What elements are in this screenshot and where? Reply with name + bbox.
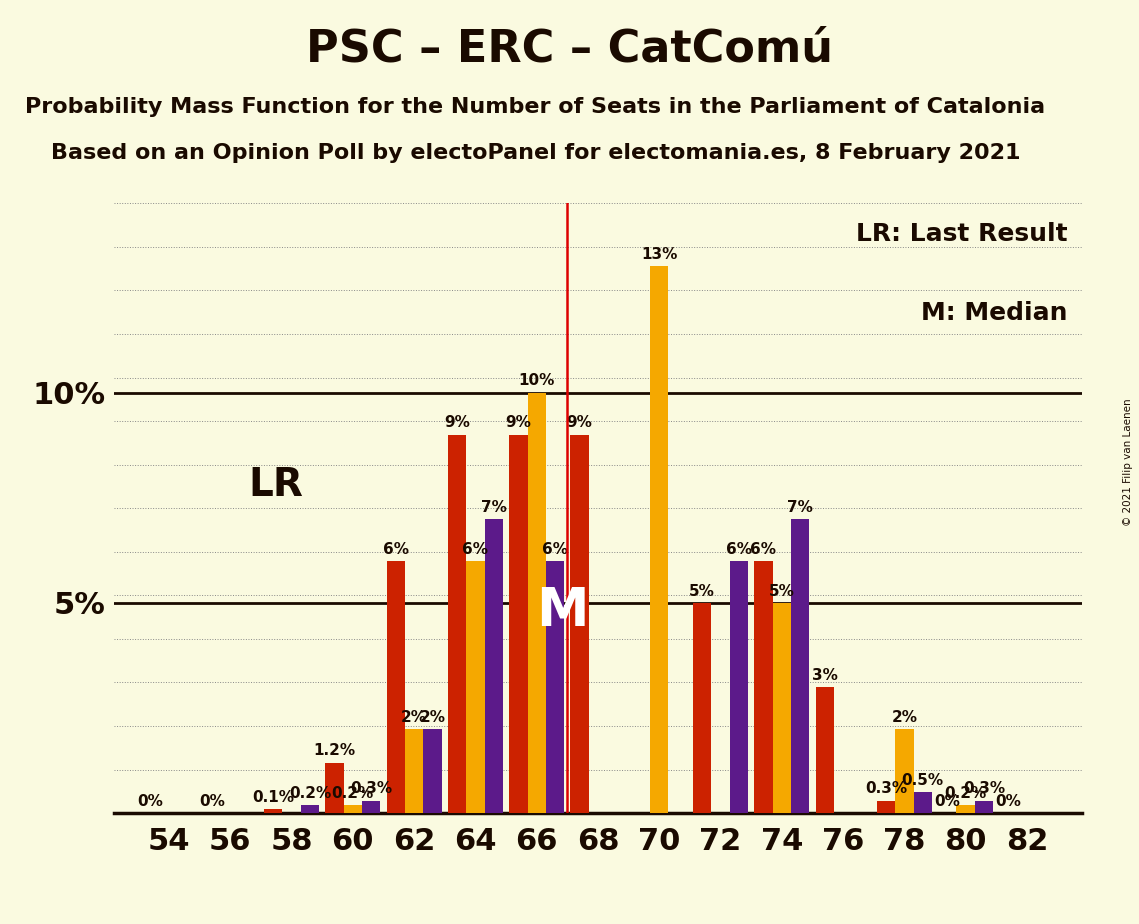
Text: 0.2%: 0.2% (944, 785, 986, 800)
Bar (693, 602, 712, 813)
Bar (571, 434, 589, 813)
Text: 0.2%: 0.2% (289, 785, 331, 800)
Text: © 2021 Filip van Laenen: © 2021 Filip van Laenen (1123, 398, 1133, 526)
Bar (484, 518, 503, 813)
Text: 9%: 9% (444, 416, 470, 431)
Text: 6%: 6% (383, 541, 409, 556)
Bar (730, 561, 748, 813)
Bar (754, 561, 772, 813)
Bar (448, 434, 466, 813)
Text: 0%: 0% (934, 794, 960, 808)
Bar (790, 518, 810, 813)
Text: 0%: 0% (995, 794, 1022, 808)
Bar (650, 266, 669, 813)
Text: 0.3%: 0.3% (962, 782, 1005, 796)
Text: 7%: 7% (481, 500, 507, 515)
Text: 0%: 0% (138, 794, 164, 808)
Text: 13%: 13% (641, 247, 678, 262)
Text: LR: LR (248, 466, 304, 505)
Bar (424, 729, 442, 813)
Text: 6%: 6% (751, 541, 777, 556)
Bar (344, 805, 362, 813)
Text: Based on an Opinion Poll by electoPanel for electomania.es, 8 February 2021: Based on an Opinion Poll by electoPanel … (50, 143, 1021, 164)
Text: 6%: 6% (726, 541, 752, 556)
Text: 10%: 10% (518, 373, 555, 388)
Text: 6%: 6% (462, 541, 489, 556)
Text: 2%: 2% (401, 710, 427, 724)
Bar (895, 729, 913, 813)
Text: 5%: 5% (689, 584, 715, 599)
Bar (527, 393, 546, 813)
Text: 2%: 2% (892, 710, 917, 724)
Text: 3%: 3% (812, 668, 837, 683)
Text: M: M (536, 585, 589, 638)
Text: 0.3%: 0.3% (865, 782, 907, 796)
Bar (405, 729, 424, 813)
Bar (975, 800, 993, 813)
Text: PSC – ERC – CatComú: PSC – ERC – CatComú (306, 28, 833, 71)
Bar (957, 805, 975, 813)
Text: 6%: 6% (542, 541, 568, 556)
Text: 5%: 5% (769, 584, 795, 599)
Bar (466, 561, 484, 813)
Text: Probability Mass Function for the Number of Seats in the Parliament of Catalonia: Probability Mass Function for the Number… (25, 97, 1046, 117)
Text: 0.3%: 0.3% (350, 782, 392, 796)
Bar (816, 687, 834, 813)
Text: 0.2%: 0.2% (331, 785, 374, 800)
Text: 2%: 2% (419, 710, 445, 724)
Bar (362, 800, 380, 813)
Bar (301, 805, 319, 813)
Text: 7%: 7% (787, 500, 813, 515)
Text: 0%: 0% (199, 794, 224, 808)
Bar (386, 561, 405, 813)
Text: 0.5%: 0.5% (902, 772, 944, 788)
Bar (772, 602, 790, 813)
Text: 9%: 9% (506, 416, 531, 431)
Bar (877, 800, 895, 813)
Bar (509, 434, 527, 813)
Bar (546, 561, 564, 813)
Bar (913, 792, 932, 813)
Bar (326, 762, 344, 813)
Text: 0.1%: 0.1% (252, 790, 294, 805)
Bar (264, 808, 282, 813)
Text: M: Median: M: Median (921, 301, 1067, 325)
Text: LR: Last Result: LR: Last Result (855, 222, 1067, 246)
Text: 9%: 9% (567, 416, 592, 431)
Text: 1.2%: 1.2% (313, 744, 355, 759)
